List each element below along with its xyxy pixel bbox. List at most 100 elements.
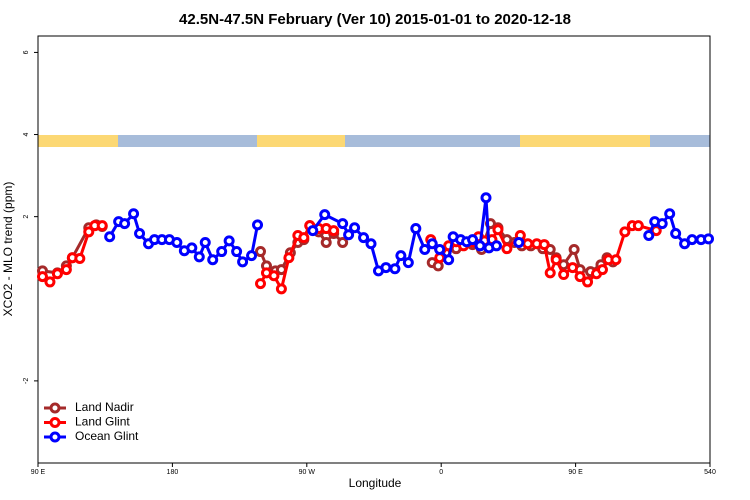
data-point bbox=[538, 239, 550, 251]
data-point bbox=[36, 271, 48, 283]
data-point bbox=[501, 243, 513, 255]
legend-marker bbox=[49, 402, 61, 414]
data-point bbox=[558, 269, 570, 281]
data-point bbox=[410, 223, 422, 235]
y-tick-label: 6 bbox=[23, 50, 30, 54]
data-point bbox=[255, 278, 267, 290]
data-point bbox=[96, 220, 108, 232]
data-point bbox=[492, 224, 504, 236]
data-point bbox=[328, 225, 340, 237]
land-band bbox=[257, 135, 345, 147]
data-point bbox=[568, 244, 580, 255]
data-point bbox=[199, 237, 211, 249]
data-point bbox=[320, 237, 332, 249]
data-point bbox=[44, 276, 56, 288]
data-point bbox=[74, 253, 86, 265]
data-point bbox=[643, 230, 655, 242]
x-tick-label: 180 bbox=[167, 469, 179, 476]
data-point bbox=[656, 218, 668, 230]
data-point bbox=[231, 246, 243, 258]
data-point bbox=[128, 208, 140, 220]
data-point bbox=[664, 208, 676, 220]
x-axis-label: Longitude bbox=[349, 476, 402, 490]
data-point bbox=[186, 242, 198, 254]
data-point bbox=[389, 263, 401, 275]
data-point bbox=[252, 219, 264, 231]
data-point bbox=[686, 234, 698, 246]
data-point bbox=[610, 254, 622, 266]
y-tick-label: -2 bbox=[23, 378, 30, 384]
y-tick-label: 2 bbox=[23, 215, 30, 219]
data-point bbox=[193, 251, 205, 263]
data-point bbox=[395, 250, 407, 262]
data-point bbox=[490, 240, 502, 252]
data-point bbox=[246, 250, 258, 262]
legend-marker bbox=[49, 431, 61, 443]
data-point bbox=[307, 225, 319, 237]
data-point bbox=[432, 260, 444, 272]
data-point bbox=[268, 270, 280, 282]
chart-title: 42.5N-47.5N February (Ver 10) 2015-01-01… bbox=[179, 11, 571, 28]
legend-label: Land Glint bbox=[75, 415, 130, 429]
data-point bbox=[337, 218, 349, 230]
legend-label: Ocean Glint bbox=[75, 429, 139, 443]
data-point bbox=[574, 271, 586, 283]
data-point bbox=[337, 237, 349, 249]
data-point bbox=[216, 246, 228, 258]
data-point bbox=[223, 235, 235, 247]
ocean-band bbox=[650, 135, 710, 147]
land-band bbox=[520, 135, 650, 147]
land-band bbox=[38, 135, 118, 147]
data-point bbox=[419, 244, 431, 255]
data-point bbox=[51, 268, 63, 280]
data-point bbox=[319, 209, 331, 221]
data-point bbox=[255, 246, 267, 258]
data-point bbox=[237, 256, 249, 268]
data-point bbox=[434, 244, 446, 255]
data-point bbox=[358, 232, 370, 244]
data-point bbox=[550, 254, 562, 266]
data-point bbox=[703, 233, 715, 245]
data-point bbox=[582, 276, 594, 288]
data-point bbox=[544, 267, 556, 279]
data-point bbox=[283, 252, 295, 264]
data-point bbox=[670, 227, 682, 239]
data-point bbox=[632, 220, 644, 232]
data-point bbox=[513, 237, 525, 249]
data-point bbox=[275, 283, 287, 295]
data-point bbox=[171, 237, 183, 249]
x-tick-label: 0 bbox=[439, 469, 443, 476]
data-point bbox=[402, 257, 414, 269]
data-point bbox=[380, 262, 392, 274]
ocean-band bbox=[118, 135, 257, 147]
data-point bbox=[207, 254, 219, 266]
data-point bbox=[426, 238, 438, 250]
y-tick-label: 4 bbox=[23, 132, 30, 136]
data-point bbox=[467, 234, 479, 246]
x-tick-label: 540 bbox=[704, 469, 716, 476]
plot-frame bbox=[37, 35, 711, 464]
data-point bbox=[104, 231, 116, 243]
x-tick-label: 90 E bbox=[31, 469, 46, 476]
x-tick-label: 90 W bbox=[299, 469, 316, 476]
data-point bbox=[298, 232, 310, 244]
data-point bbox=[443, 254, 455, 266]
data-point bbox=[83, 226, 95, 238]
data-point bbox=[134, 227, 146, 239]
data-point bbox=[365, 238, 377, 250]
data-point bbox=[619, 226, 631, 238]
data-point bbox=[522, 238, 534, 250]
data-point bbox=[343, 229, 355, 241]
data-point bbox=[349, 222, 361, 234]
data-point bbox=[567, 262, 579, 274]
ocean-band bbox=[345, 135, 520, 147]
legend-label: Land Nadir bbox=[75, 400, 134, 414]
data-point bbox=[119, 218, 131, 230]
data-point bbox=[474, 240, 486, 252]
data-point bbox=[480, 192, 492, 204]
x-tick-label: 90 E bbox=[568, 469, 583, 476]
data-point bbox=[596, 264, 608, 276]
surface-band bbox=[38, 135, 710, 147]
y-axis-label: XCO2 - MLO trend (ppm) bbox=[1, 182, 15, 317]
